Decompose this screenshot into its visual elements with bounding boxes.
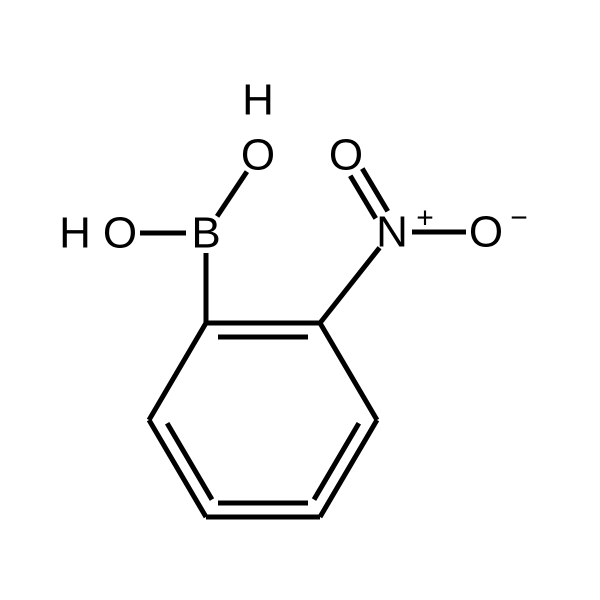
- charge-N: +: [416, 201, 434, 234]
- atom-O3: O: [329, 131, 363, 180]
- charge-O4: −: [510, 201, 528, 234]
- molecule-diagram: BOHOHN+OO−: [0, 0, 600, 600]
- atom-H1: H: [242, 76, 274, 125]
- atom-O1: O: [241, 131, 275, 180]
- atom-H2: H: [59, 209, 91, 258]
- atom-O4: O: [469, 208, 503, 257]
- atom-B: B: [191, 209, 220, 258]
- atom-O2: O: [103, 209, 137, 258]
- atom-N: N: [376, 208, 408, 257]
